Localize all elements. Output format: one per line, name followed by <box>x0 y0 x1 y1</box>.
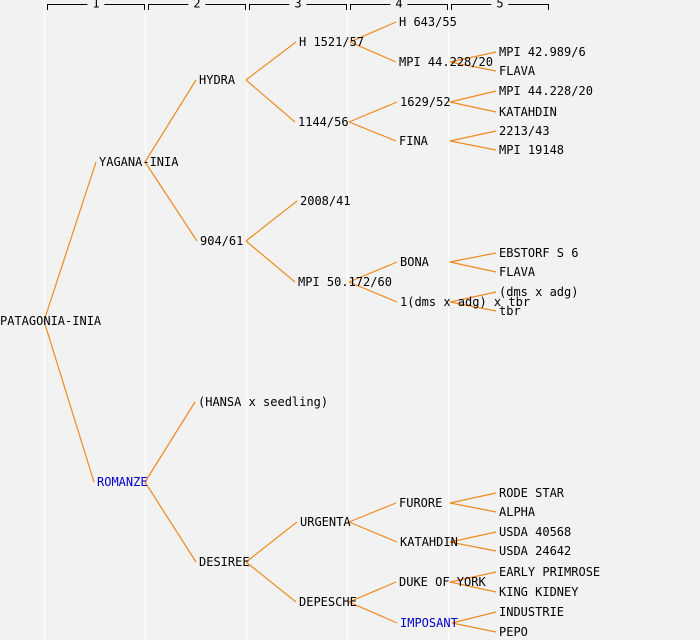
fork-duke-of-york <box>449 571 497 593</box>
node-depesche: DEPESCHE <box>299 595 357 609</box>
node-hydra: HYDRA <box>199 73 236 87</box>
node-bona: BONA <box>400 255 429 269</box>
column-separator-5 <box>448 0 449 640</box>
fork-imposant <box>451 611 497 633</box>
node-yagana-inia: YAGANA-INIA <box>99 155 179 169</box>
node-2213-43: 2213/43 <box>499 124 550 138</box>
node-urgenta: URGENTA <box>300 515 351 529</box>
node-h-643-55: H 643/55 <box>399 15 457 29</box>
node-hansa-x-seedling: (HANSA x seedling) <box>198 395 329 409</box>
fork-romanze <box>144 401 197 563</box>
fork-904-61 <box>245 200 298 283</box>
node-katahdin-gen5: KATAHDIN <box>499 105 557 119</box>
node-tbr: tbr <box>499 304 521 318</box>
node-dms-x-adg: (dms x adg) <box>499 285 579 299</box>
column-separator-2 <box>145 0 146 640</box>
node-mpi-44-228-20-gen4: MPI 44.228/20 <box>399 55 493 69</box>
node-katahdin-gen4: KATAHDIN <box>400 535 458 549</box>
node-rode-star: RODE STAR <box>499 486 565 500</box>
node-1144-56: 1144/56 <box>298 115 349 129</box>
column-bracket-5: 5 <box>451 0 549 11</box>
column-bracket-2: 2 <box>148 0 246 11</box>
node-industrie: INDUSTRIE <box>499 605 565 619</box>
node-romanze-link[interactable]: ROMANZE <box>97 475 148 489</box>
fork-hydra <box>245 41 297 123</box>
fork-1629-52 <box>449 90 497 113</box>
fork-furore <box>449 492 497 513</box>
fork-h-1521-57 <box>349 21 397 63</box>
column-separator-3 <box>246 0 247 640</box>
fork-1144-56 <box>348 101 398 142</box>
node-furore: FURORE <box>399 496 443 510</box>
node-pepo: PEPO <box>499 625 528 639</box>
node-usda-40568: USDA 40568 <box>499 525 572 539</box>
node-mpi-19148: MPI 19148 <box>499 143 565 157</box>
node-1629-52: 1629/52 <box>400 95 451 109</box>
fork-yagana-inia <box>144 79 198 242</box>
node-fina: FINA <box>399 134 428 148</box>
node-early-primrose: EARLY PRIMROSE <box>499 565 601 579</box>
node-mpi-44-228-20-gen5: MPI 44.228/20 <box>499 84 593 98</box>
node-2008-41: 2008/41 <box>300 194 351 208</box>
node-904-61: 904/61 <box>200 234 244 248</box>
node-imposant-link[interactable]: IMPOSANT <box>400 616 458 630</box>
column-header-5: 5 <box>491 0 509 11</box>
column-header-4: 4 <box>390 0 408 11</box>
node-flava-gen5-top: FLAVA <box>499 64 536 78</box>
node-patagonia-inia: PATAGONIA-INIA <box>0 314 102 328</box>
node-mpi-50-172-60: MPI 50.172/60 <box>298 275 392 289</box>
node-h-1521-57: H 1521/57 <box>299 35 365 49</box>
node-desiree: DESIREE <box>199 555 250 569</box>
fork-patagonia-inia <box>43 161 97 483</box>
column-bracket-1: 1 <box>47 0 145 11</box>
node-king-kidney: KING KIDNEY <box>499 585 579 599</box>
column-bracket-4: 4 <box>350 0 448 11</box>
node-duke-of-york: DUKE OF YORK <box>399 575 486 589</box>
fork-desiree <box>245 521 298 603</box>
column-header-1: 1 <box>87 0 105 11</box>
column-bracket-3: 3 <box>249 0 347 11</box>
node-usda-24642: USDA 24642 <box>499 544 572 558</box>
fork-fina <box>449 130 497 151</box>
fork-1-dms-x-adg-x-tbr <box>449 291 497 312</box>
node-ebstorf-s-6: EBSTORF S 6 <box>499 246 579 260</box>
node-1-dms-x-adg-x-tbr: 1(dms x adg) x tbr <box>400 295 531 309</box>
node-mpi-42-989-6: MPI 42.989/6 <box>499 45 586 59</box>
fork-bona <box>449 252 497 273</box>
fork-mpi-50-172-60 <box>348 261 398 303</box>
node-alpha: ALPHA <box>499 505 536 519</box>
fork-mpi-44-228-20 <box>449 51 497 72</box>
column-separator-4 <box>347 0 348 640</box>
node-flava-gen5-bottom: FLAVA <box>499 265 536 279</box>
column-header-3: 3 <box>289 0 307 11</box>
fork-depesche <box>348 581 398 624</box>
column-header-2: 2 <box>188 0 206 11</box>
fork-katahdin <box>449 531 497 552</box>
fork-urgenta <box>348 502 398 543</box>
